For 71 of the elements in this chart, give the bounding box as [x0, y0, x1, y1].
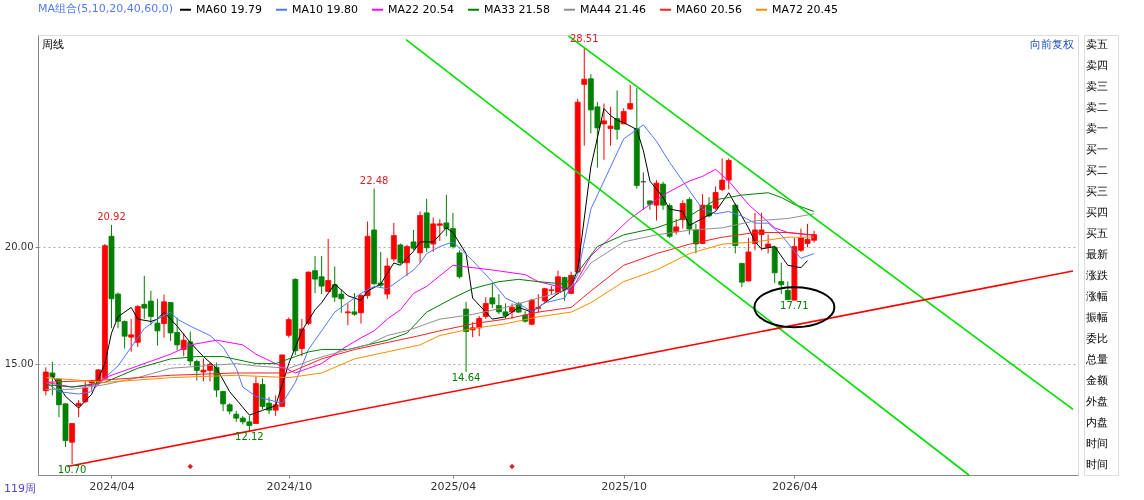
candlestick — [607, 106, 614, 147]
text: 卖五 — [1086, 38, 1108, 52]
text: 买二 — [1086, 164, 1108, 178]
legend-label: MA22 20.54 — [388, 2, 454, 16]
text: 时间 — [1086, 436, 1108, 450]
candlestick — [154, 298, 161, 347]
candlestick — [712, 185, 719, 211]
candlestick — [693, 223, 699, 254]
x-tick-label: 2025/04 — [430, 479, 477, 493]
x-tick-label: 2025/10 — [601, 479, 648, 493]
candlestick — [601, 103, 607, 161]
legend-label: MA33 21.58 — [484, 2, 550, 16]
legend-label: MA44 21.46 — [580, 2, 646, 16]
candlestick — [456, 249, 463, 279]
annotation: 12.12 — [235, 431, 264, 442]
candlestick — [161, 294, 167, 339]
candlestick — [778, 262, 785, 295]
candlestick — [390, 222, 397, 262]
candlestick — [325, 238, 332, 293]
text: 卖三 — [1086, 80, 1108, 94]
text: 金额 — [1086, 373, 1108, 387]
text: 买五 — [1086, 227, 1108, 241]
text: 卖四 — [1086, 59, 1108, 73]
annotation: 向前复权 — [1030, 38, 1074, 51]
text: 买四 — [1086, 206, 1108, 220]
text: 119周 — [4, 482, 36, 495]
candlestick — [647, 199, 653, 211]
annotation: 14.64 — [451, 372, 481, 384]
y-tick-label: 20.00 — [4, 241, 34, 253]
text: 涨跌 — [1086, 268, 1108, 282]
text: 卖一 — [1086, 122, 1108, 136]
annotation: 10.70 — [57, 464, 87, 476]
x-tick-label: 2026/04 — [772, 479, 818, 493]
candlestick — [69, 423, 75, 465]
text: 总量 — [1085, 352, 1108, 366]
legend-label: MA60 19.79 — [196, 2, 262, 16]
annotation: 17.71 — [780, 300, 809, 312]
legend-title: MA组合(5,10,20,40,60,0) — [38, 2, 174, 15]
x-tick-label: 2024/04 — [89, 479, 135, 493]
candlestick — [351, 292, 358, 317]
legend-label: MA60 20.56 — [676, 2, 742, 16]
candlestick — [581, 46, 588, 147]
candlestick — [489, 282, 496, 309]
candlestick — [627, 84, 634, 111]
legend-label: MA72 20.45 — [772, 2, 838, 16]
candlestick — [410, 229, 417, 251]
annotation: 20.92 — [97, 211, 126, 223]
candlestick — [285, 316, 292, 339]
text: 最新 — [1086, 248, 1108, 261]
y-tick-label: 15.00 — [4, 358, 34, 370]
legend-label: MA10 19.80 — [292, 2, 358, 16]
annotation: 周线 — [42, 38, 64, 51]
text: 买一 — [1086, 143, 1108, 157]
text: 外盘 — [1086, 394, 1108, 408]
text: 卖二 — [1086, 101, 1108, 115]
text: 振幅 — [1086, 310, 1108, 324]
candlestick — [765, 234, 772, 254]
candlestick — [42, 366, 49, 396]
candlestick — [561, 276, 568, 302]
candlestick — [784, 280, 791, 301]
candlestick — [509, 302, 515, 320]
annotation: 22.48 — [359, 174, 389, 186]
text: 委比 — [1086, 331, 1108, 345]
text: 涨幅 — [1086, 289, 1108, 303]
x-tick-label: 2024/10 — [266, 479, 313, 493]
text: 内盘 — [1086, 415, 1108, 429]
candlestick — [738, 262, 745, 288]
text: 时间 — [1086, 457, 1108, 471]
text: 买三 — [1086, 185, 1108, 199]
candlestick — [344, 302, 351, 326]
candlestick — [404, 244, 410, 277]
